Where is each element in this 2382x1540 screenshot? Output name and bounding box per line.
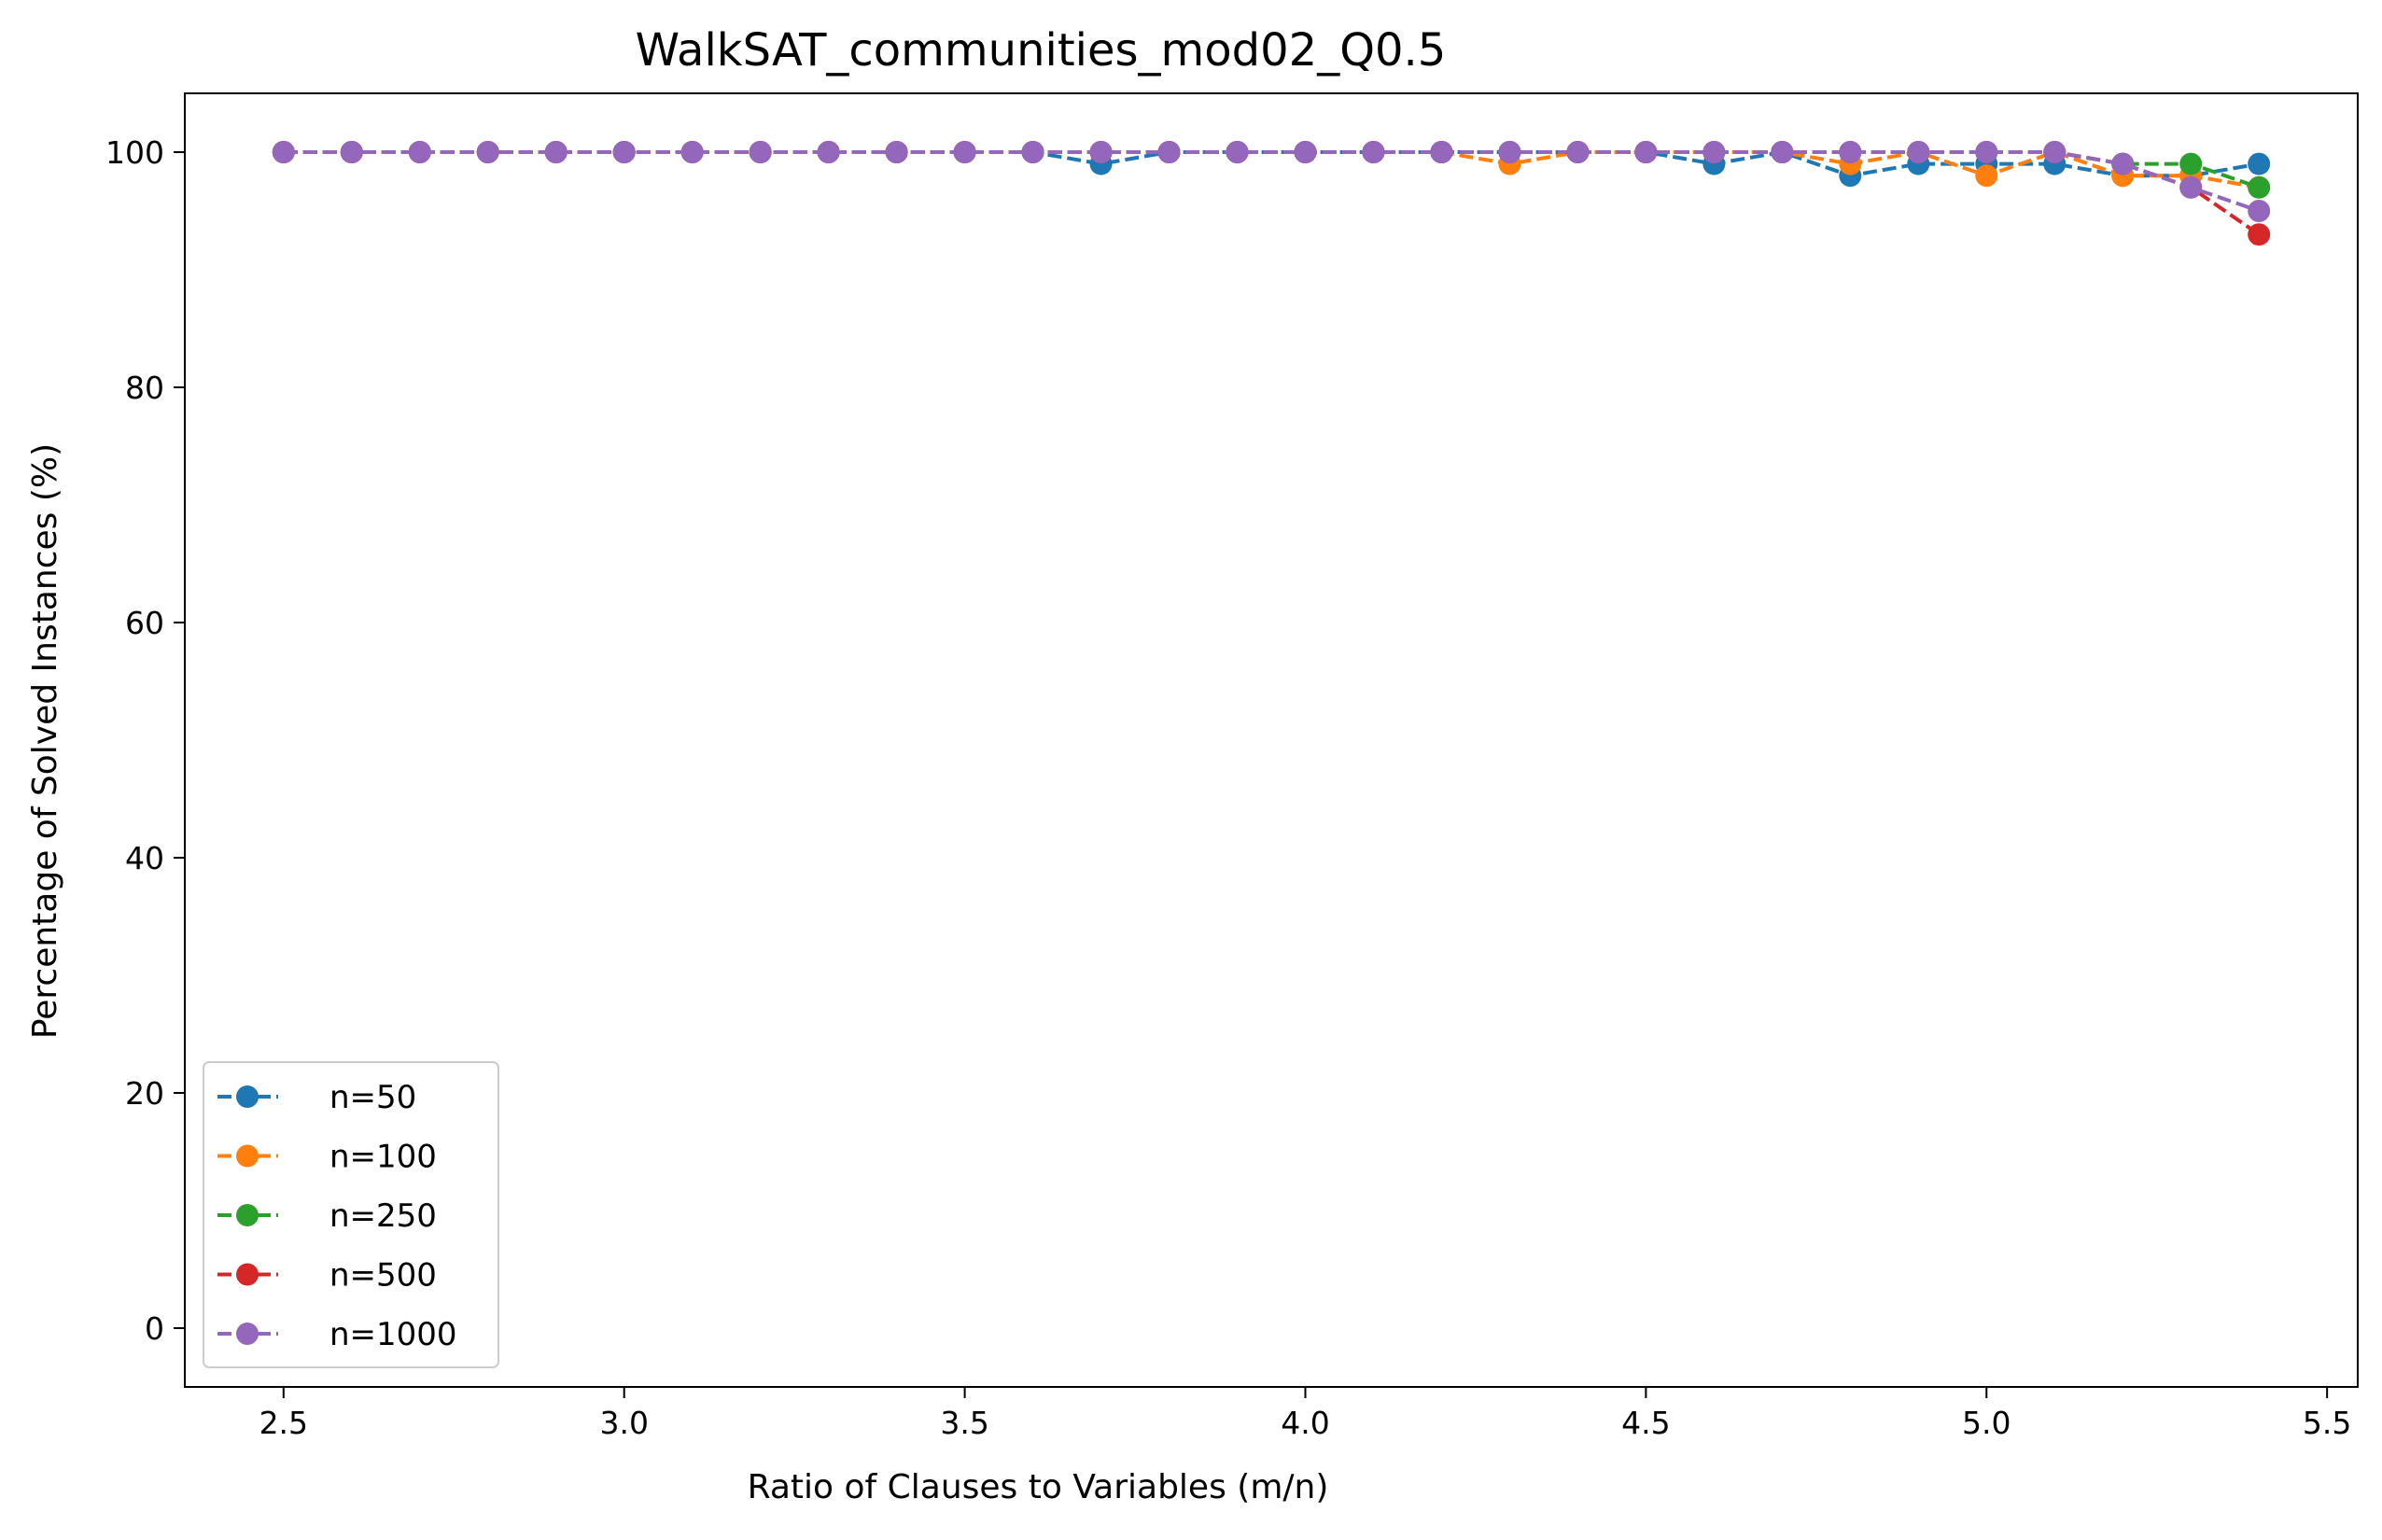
series-n-100: [272, 141, 2271, 199]
data-point: [1430, 141, 1453, 163]
data-point: [1294, 141, 1317, 163]
data-point: [1362, 141, 1385, 163]
y-tick-label: 60: [125, 605, 164, 641]
data-point: [544, 141, 567, 163]
y-tick-label: 20: [125, 1075, 164, 1112]
legend-item: n=500: [217, 1257, 437, 1295]
data-point: [408, 141, 431, 163]
data-point: [1157, 141, 1181, 163]
data-point: [1975, 164, 1998, 188]
series-line: [283, 150, 2260, 213]
plot-frame: [184, 92, 2359, 1388]
data-point: [2248, 223, 2271, 246]
legend-marker: [236, 1323, 259, 1345]
chart-title: WalkSAT_communities_mod02_Q0.5: [636, 24, 1447, 77]
series-line: [283, 149, 2260, 178]
series-n-1000: [272, 141, 2271, 222]
data-point: [612, 141, 636, 163]
legend-item: n=1000: [217, 1316, 457, 1353]
data-point: [1226, 141, 1249, 163]
data-point: [749, 141, 772, 163]
data-point: [2248, 152, 2271, 175]
y-tick-label: 80: [125, 370, 164, 406]
series-n-500: [272, 141, 2271, 246]
data-point: [885, 141, 908, 163]
data-point: [817, 141, 840, 163]
legend-marker: [236, 1085, 259, 1108]
data-point: [2111, 152, 2135, 175]
legend-label: n=250: [329, 1197, 437, 1235]
data-point: [1771, 141, 1794, 163]
series-n-50: [272, 141, 2271, 188]
legend-label: n=100: [329, 1139, 437, 1176]
legend-box: [203, 1061, 499, 1368]
legend-label: n=50: [329, 1079, 416, 1116]
data-point: [2248, 200, 2271, 222]
plot-area: 2.5 3.0 3.5 4.0 4.5 5.0 5.5 0 20 40 60 80 100 n=50 n=1…: [105, 92, 2359, 1441]
data-point: [340, 141, 363, 163]
x-tick-label: 3.5: [940, 1405, 988, 1441]
x-tick-label: 5.0: [1962, 1405, 2011, 1441]
series-line: [283, 150, 2260, 189]
data-point: [1702, 141, 1726, 163]
x-tick-label: 4.5: [1621, 1405, 1670, 1441]
data-point: [953, 141, 976, 163]
legend-item: n=50: [217, 1079, 416, 1116]
legend-label: n=500: [329, 1257, 437, 1295]
data-point: [272, 141, 295, 163]
y-tick-label: 100: [105, 134, 164, 171]
series-line: [283, 149, 2260, 189]
data-point: [1498, 141, 1521, 163]
x-tick-label: 5.5: [2303, 1405, 2351, 1441]
data-point: [1021, 141, 1044, 163]
x-tick-label: 2.5: [259, 1405, 308, 1441]
legend-marker: [236, 1144, 259, 1168]
data-point: [2179, 152, 2203, 175]
legend-item: n=250: [217, 1197, 437, 1235]
y-tick-label: 40: [125, 840, 164, 876]
x-tick-label: 3.0: [599, 1405, 648, 1441]
legend-marker: [236, 1204, 259, 1226]
y-tick-label: 0: [145, 1310, 164, 1347]
data-point: [1089, 141, 1113, 163]
legend-label: n=1000: [329, 1316, 457, 1353]
data-point: [2248, 175, 2271, 199]
x-axis-label: Ratio of Clauses to Variables (m/n): [748, 1468, 1329, 1506]
legend-item: n=100: [217, 1139, 437, 1176]
data-point: [2179, 175, 2203, 199]
data-point: [1634, 141, 1658, 163]
data-point: [680, 141, 704, 163]
data-point: [1566, 141, 1590, 163]
data-point: [2043, 141, 2067, 163]
data-point: [476, 141, 499, 163]
legend: n=50 n=100 n=250 n=500 n=1000: [203, 1061, 499, 1368]
data-point: [1975, 141, 1998, 163]
data-point: [1839, 141, 1862, 163]
y-axis-label: Percentage of Solved Instances (%): [26, 443, 64, 1039]
x-tick-label: 4.0: [1281, 1405, 1329, 1441]
legend-marker: [236, 1263, 259, 1286]
data-point: [1907, 141, 1930, 163]
